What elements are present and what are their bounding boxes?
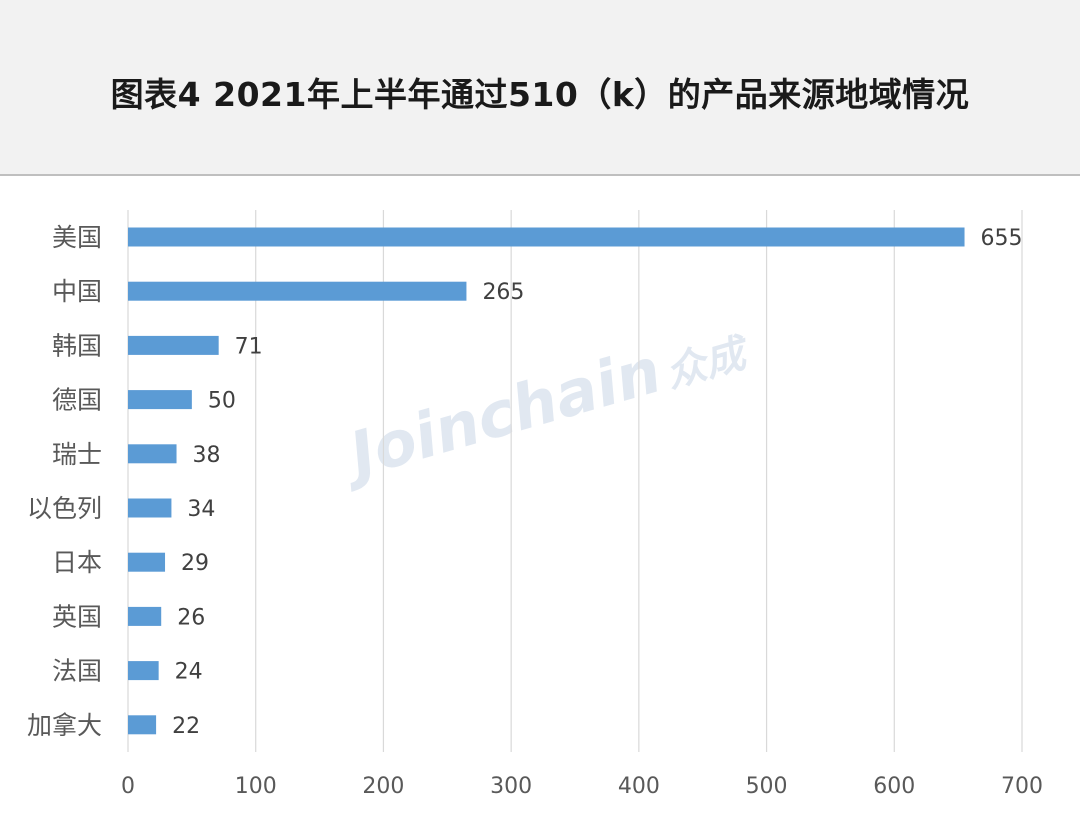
x-tick-label: 500 [746, 774, 788, 799]
bar-2 [128, 335, 219, 355]
bar-3 [128, 390, 192, 410]
data-label: 265 [482, 280, 524, 305]
category-label: 瑞士 [52, 440, 102, 469]
data-label: 38 [193, 443, 221, 468]
data-label: 29 [181, 551, 209, 576]
data-label: 50 [208, 389, 236, 414]
bar-7 [128, 606, 162, 626]
category-label: 中国 [52, 277, 102, 306]
category-label: 美国 [52, 223, 102, 252]
category-label: 韩国 [52, 331, 102, 360]
data-label: 34 [187, 497, 215, 522]
x-tick-label: 300 [490, 774, 532, 799]
bar-6 [128, 552, 166, 572]
data-label: 71 [235, 334, 263, 359]
bar-5 [128, 498, 172, 518]
data-label: 24 [175, 660, 203, 685]
x-tick-label: 700 [1001, 774, 1043, 799]
bar-8 [128, 661, 159, 681]
category-label: 日本 [52, 548, 102, 577]
chart-title: 图表4 2021年上半年通过510（k）的产品来源地域情况 [110, 75, 970, 114]
bar-1 [128, 281, 467, 301]
x-tick-label: 100 [235, 774, 277, 799]
bar-9 [128, 715, 157, 735]
data-label: 655 [981, 226, 1023, 251]
chart-header: 图表4 2021年上半年通过510（k）的产品来源地域情况 [0, 0, 1080, 176]
category-label: 以色列 [27, 494, 102, 523]
x-tick-label: 0 [121, 774, 135, 799]
x-tick-label: 400 [618, 774, 660, 799]
x-tick-label: 600 [873, 774, 915, 799]
x-tick-label: 200 [362, 774, 404, 799]
category-label: 英国 [52, 602, 102, 631]
data-label: 26 [177, 605, 205, 630]
category-label: 德国 [52, 386, 102, 415]
category-label: 法国 [52, 657, 102, 686]
category-label: 加拿大 [27, 711, 102, 740]
bar-0 [128, 227, 965, 247]
data-label: 22 [172, 714, 200, 739]
bar-4 [128, 444, 177, 464]
